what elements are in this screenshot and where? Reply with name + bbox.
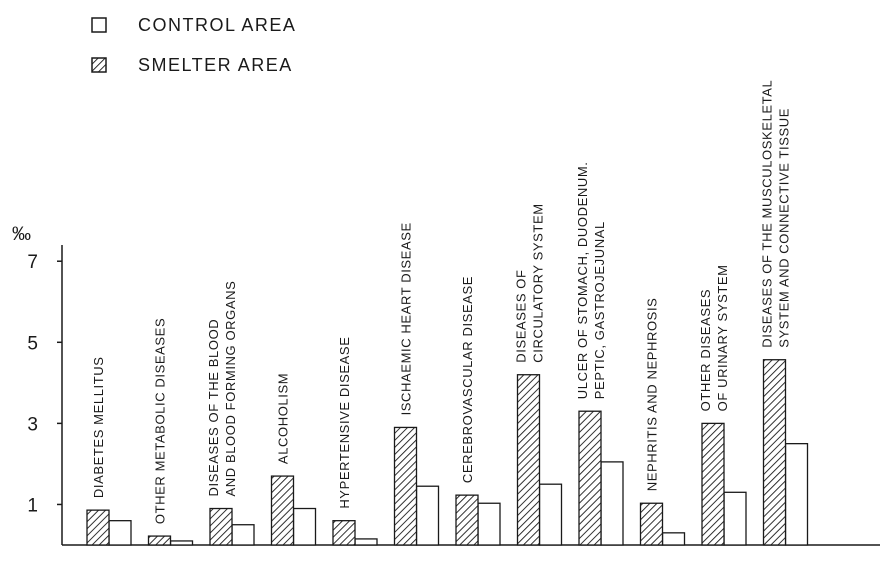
- bar: [292, 507, 317, 546]
- bar: [393, 426, 418, 546]
- legend-swatch: [91, 17, 107, 33]
- bar: [578, 410, 602, 546]
- bar: [701, 422, 725, 546]
- bar: [723, 491, 747, 546]
- category-label: NEPHRITIS AND NEPHROSIS: [645, 298, 660, 492]
- bar: [538, 483, 563, 546]
- bar: [270, 475, 295, 546]
- category-label: ALCOHOLISM: [276, 373, 291, 464]
- bar: [147, 535, 172, 546]
- bar: [332, 520, 356, 546]
- category-label: ISCHAEMIC HEART DISEASE: [399, 222, 414, 415]
- category-label: DIABETES MELLITUS: [91, 356, 106, 498]
- category-label: DISEASES OF CIRCULATORY SYSTEM: [514, 203, 546, 362]
- bar: [762, 359, 787, 546]
- y-tick-label: 7: [27, 252, 38, 273]
- category-label: ULCER OF STOMACH, DUODENUM. PEPTIC, GASTR…: [575, 162, 607, 400]
- y-tick-label: 5: [27, 333, 38, 354]
- bar: [516, 374, 541, 546]
- category-label: CEREBROVASCULAR DISEASE: [460, 276, 475, 483]
- legend-label: SMELTER AREA: [138, 55, 293, 75]
- legend-label: CONTROL AREA: [138, 15, 296, 35]
- category-label: DISEASES OF THE BLOOD AND BLOOD FORMING O…: [206, 281, 238, 497]
- category-label: HYPERTENSIVE DISEASE: [337, 337, 352, 509]
- bar: [455, 494, 479, 546]
- bar: [209, 507, 233, 546]
- bar: [784, 442, 809, 546]
- bar: [108, 520, 132, 546]
- bar: [86, 509, 110, 546]
- legend-swatch: [91, 57, 107, 73]
- bar: [354, 538, 378, 546]
- y-tick-label: 3: [27, 414, 38, 435]
- y-tick-label: 1: [27, 495, 38, 516]
- bar: [639, 502, 664, 546]
- category-label: OTHER DISEASES OF URINARY SYSTEM: [698, 264, 730, 411]
- category-label: DISEASES OF THE MUSCULOSKELETAL SYSTEM AN…: [760, 80, 792, 348]
- bar: [231, 524, 255, 546]
- bar: [477, 502, 501, 546]
- category-label: OTHER METABOLIC DISEASES: [153, 318, 168, 524]
- y-axis-label: ‰: [12, 224, 31, 245]
- bar: [600, 461, 624, 546]
- bar: [415, 485, 440, 546]
- bar: [169, 540, 194, 546]
- bar: [661, 532, 686, 546]
